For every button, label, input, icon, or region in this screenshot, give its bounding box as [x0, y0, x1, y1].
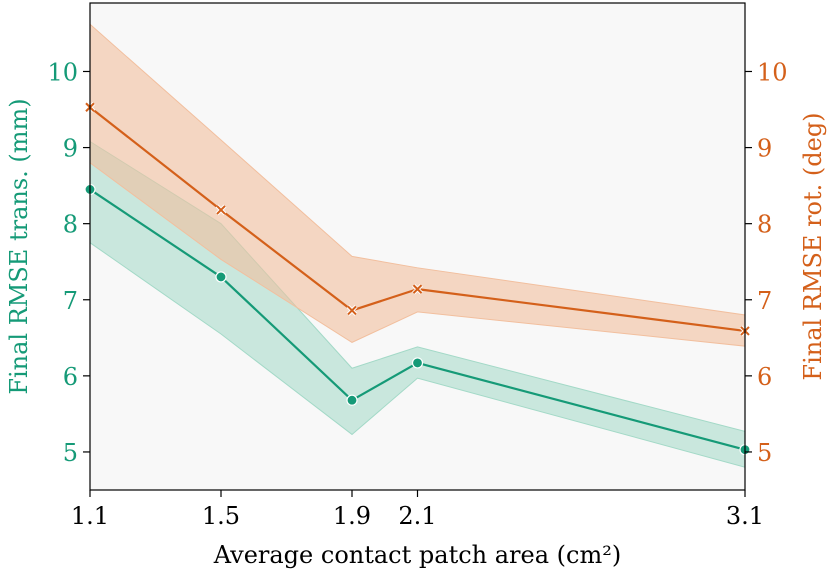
marker-rot-point	[346, 305, 358, 316]
marker-trans-point	[215, 271, 227, 283]
left-y-tick-label: 10	[47, 58, 78, 86]
left-y-tick-label: 9	[63, 135, 78, 163]
right-y-tick-label: 7	[757, 287, 772, 315]
marker-x-stroke	[347, 305, 357, 316]
right-y-axis-label: Final RMSE rot. (deg)	[799, 112, 827, 380]
marker-trans-point	[346, 394, 358, 406]
left-y-tick-label: 7	[63, 287, 78, 315]
x-tick-label: 1.1	[71, 502, 109, 530]
left-y-tick-label: 8	[63, 211, 78, 239]
marker-trans-point	[411, 357, 424, 369]
x-tick-label: 2.1	[398, 502, 436, 530]
right-y-axis: 5 6 7 8 9 10	[745, 58, 788, 467]
left-y-axis: 5 6 7 8 9 10	[47, 58, 90, 467]
left-y-tick-label: 5	[63, 439, 78, 467]
right-y-tick-label: 5	[757, 439, 772, 467]
x-tick-label: 1.9	[333, 502, 371, 530]
x-axis: 1.1 1.5 1.9 2.1 3.1	[71, 490, 764, 530]
marker-rot-point	[215, 204, 227, 216]
left-y-axis-label: Final RMSE trans. (mm)	[5, 98, 33, 394]
marker-rot-point	[412, 283, 423, 295]
marker-x-stroke	[412, 284, 423, 294]
right-y-tick-label: 8	[757, 211, 772, 239]
x-tick-label: 3.1	[726, 502, 764, 530]
left-y-tick-label: 6	[63, 363, 78, 391]
marker-x-stroke	[216, 205, 226, 215]
right-y-tick-label: 6	[757, 363, 772, 391]
x-tick-label: 1.5	[202, 502, 240, 530]
right-y-tick-label: 10	[757, 58, 788, 86]
right-y-tick-label: 9	[757, 135, 772, 163]
x-axis-label: Average contact patch area (cm²)	[213, 541, 621, 569]
